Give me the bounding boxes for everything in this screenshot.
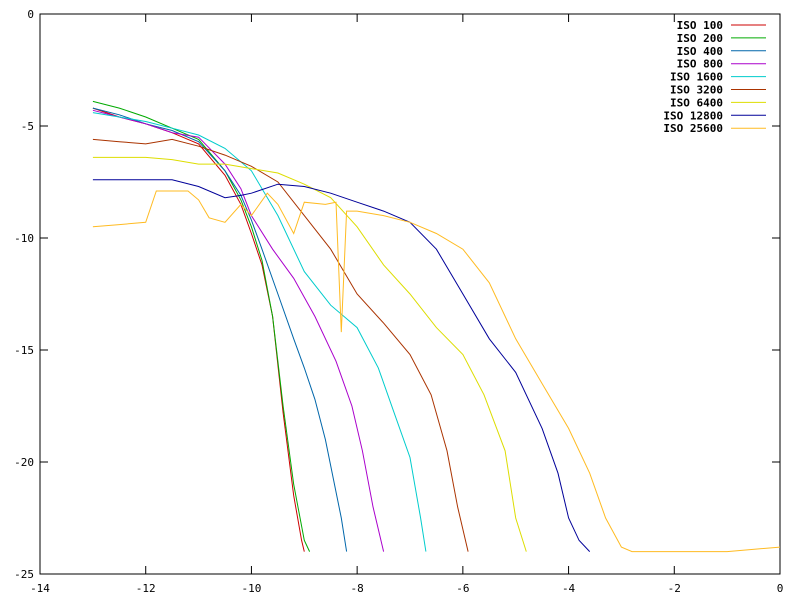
legend-label-4: ISO 1600 xyxy=(670,71,723,84)
legend-label-8: ISO 25600 xyxy=(663,122,723,135)
x-tick-label: -12 xyxy=(136,582,156,595)
series-lines xyxy=(92,100,781,553)
series-line-5 xyxy=(92,138,469,552)
y-tick-label: 0 xyxy=(27,8,34,21)
y-tick-label: -25 xyxy=(14,568,34,581)
legend-label-7: ISO 12800 xyxy=(663,109,723,122)
series-line-0 xyxy=(92,107,305,552)
legend-label-0: ISO 100 xyxy=(677,19,723,32)
legend-label-2: ISO 400 xyxy=(677,45,723,58)
y-tick-label: -20 xyxy=(14,456,34,469)
series-line-2 xyxy=(92,107,348,552)
series-line-7 xyxy=(92,179,591,552)
y-tick-label: -15 xyxy=(14,344,34,357)
legend-label-1: ISO 200 xyxy=(677,32,723,45)
series-line-1 xyxy=(92,100,311,552)
legend-label-5: ISO 3200 xyxy=(670,84,723,97)
legend-label-3: ISO 800 xyxy=(677,58,723,71)
x-tick-label: -6 xyxy=(456,582,469,595)
x-tick-label: -10 xyxy=(241,582,261,595)
y-tick-label: -5 xyxy=(21,120,34,133)
x-tick-label: 0 xyxy=(777,582,784,595)
y-tick-label: -10 xyxy=(14,232,34,245)
x-tick-label: -2 xyxy=(668,582,681,595)
axis-ticks: -14 -12 -10 -8 -6 -4 -2 00-5-10-15-20-25 xyxy=(14,8,783,595)
series-line-4 xyxy=(92,112,427,552)
series-line-3 xyxy=(92,109,385,552)
series-line-8 xyxy=(92,190,781,553)
plot-frame xyxy=(39,13,781,575)
legend-label-6: ISO 6400 xyxy=(670,96,723,109)
x-tick-label: -14 xyxy=(30,582,50,595)
series-line-6 xyxy=(92,156,527,552)
x-tick-label: -8 xyxy=(351,582,364,595)
x-tick-label: -4 xyxy=(562,582,576,595)
